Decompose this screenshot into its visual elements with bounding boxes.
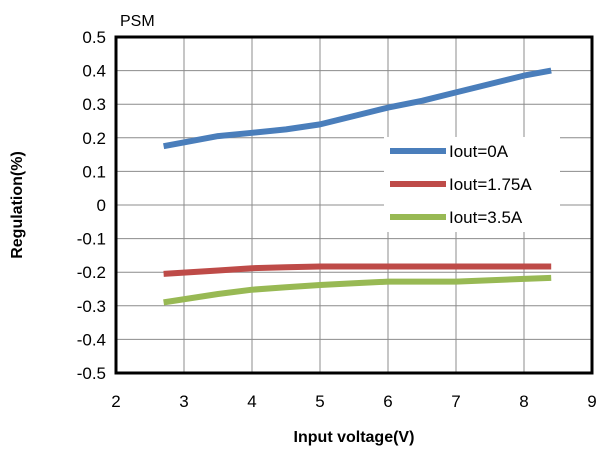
legend-label-2: Iout=3.5A	[449, 208, 523, 227]
series-line-2	[163, 274, 552, 306]
y-tick-label: -0.5	[77, 364, 106, 383]
y-tick-label: 0	[97, 196, 106, 215]
x-tick-label: 6	[383, 392, 392, 411]
legend: Iout=0A Iout=1.75A Iout=3.5A	[384, 137, 560, 232]
series-lines	[163, 67, 552, 306]
legend-label-1: Iout=1.75A	[449, 175, 532, 194]
x-tick-label: 4	[247, 392, 256, 411]
y-tick-label: -0.4	[77, 330, 106, 349]
y-tick-label: -0.2	[77, 263, 106, 282]
x-tick-labels: 2 3 4 5 6 7 8 9	[111, 392, 596, 411]
x-tick-label: 2	[111, 392, 120, 411]
y-tick-label: -0.3	[77, 297, 106, 316]
y-tick-label: 0.3	[82, 95, 106, 114]
y-tick-label: -0.1	[77, 230, 106, 249]
plot-frame	[114, 35, 594, 375]
y-axis-title: Regulation(%)	[9, 151, 26, 259]
x-tick-label: 3	[179, 392, 188, 411]
series-line-0	[163, 67, 552, 150]
series-line-1	[163, 263, 552, 277]
y-tick-label: 0.5	[82, 28, 106, 47]
legend-label-0: Iout=0A	[449, 142, 509, 161]
y-tick-label: 0.1	[82, 162, 106, 181]
x-tick-label: 5	[315, 392, 324, 411]
x-axis-title: Input voltage(V)	[294, 429, 415, 446]
chart-title: PSM	[120, 13, 155, 30]
x-tick-label: 7	[451, 392, 460, 411]
y-tick-labels: 0.5 0.4 0.3 0.2 0.1 0 -0.1 -0.2 -0.3 -0.4 -0.5	[77, 28, 106, 383]
y-tick-label: 0.2	[82, 129, 106, 148]
x-tick-label: 8	[519, 392, 528, 411]
x-tick-label: 9	[587, 392, 596, 411]
y-tick-label: 0.4	[82, 62, 106, 81]
